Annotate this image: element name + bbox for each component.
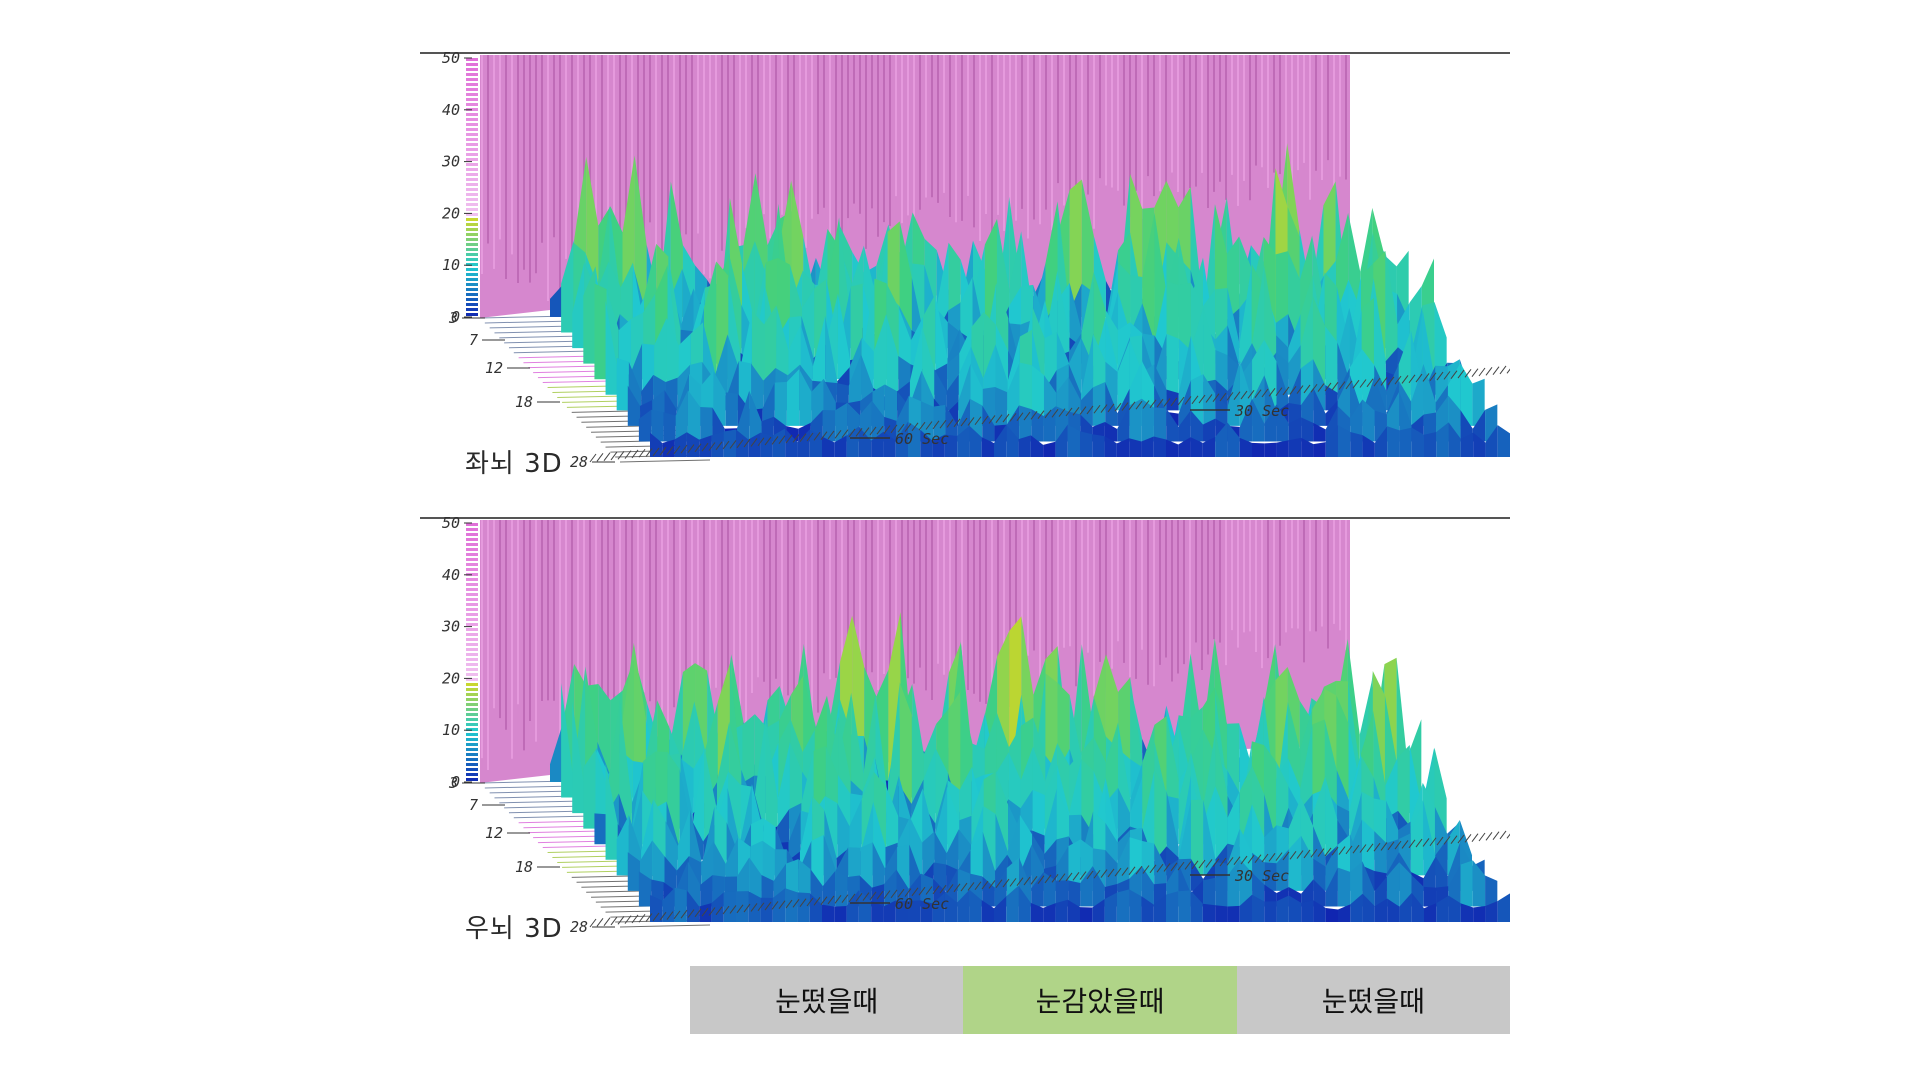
- z-tick-label: 50: [442, 50, 460, 67]
- eye-state-bar: 눈떴을때 눈감았을때 눈떴을때: [690, 966, 1510, 1034]
- freq-tick-label: 12: [485, 359, 503, 377]
- chart-panel-left: 0 10 20 30 40 50 3 7 12 18 28 60 Sec 30 Sec 좌뇌 3D: [420, 50, 1510, 495]
- z-tick-label: 40: [442, 566, 460, 584]
- state-eyes-open-2: 눈떴을때: [1236, 966, 1510, 1034]
- z-tick-label: 0: [451, 773, 460, 791]
- freq-tick-label: 7: [469, 796, 478, 814]
- freq-tick-label: 7: [469, 331, 478, 349]
- time-tick-label: 60 Sec: [895, 895, 949, 913]
- freq-tick-label: 18: [515, 393, 533, 411]
- z-tick-label: 50: [442, 515, 460, 532]
- chart-label-left: 좌뇌 3D: [465, 449, 563, 479]
- z-tick-label: 20: [442, 669, 460, 687]
- time-tick-label: 60 Sec: [895, 430, 949, 448]
- surface-mesh: [550, 143, 1510, 457]
- z-tick-label: 30: [441, 153, 460, 171]
- time-tick-label: 30 Sec: [1234, 402, 1289, 420]
- freq-tick-label: 3: [448, 309, 458, 327]
- z-tick-label: 10: [442, 256, 460, 274]
- freq-tick-label: 3: [448, 774, 458, 792]
- time-tick-label: 30 Sec: [1234, 867, 1289, 885]
- z-color-scale: [466, 523, 478, 781]
- freq-tick-label: 28: [570, 918, 588, 936]
- chart-panel-right: 0 10 20 30 40 50 3 7 12 18 28 60 Sec 30 Sec 우뇌 3D: [420, 515, 1510, 960]
- freq-tick-label: 28: [570, 453, 588, 471]
- time-axis: [589, 830, 1510, 928]
- surface-chart-left: 0 10 20 30 40 50 37 12 18 28 60 Sec 30 Sec: [420, 50, 1510, 471]
- time-axis: [589, 365, 1510, 463]
- state-eyes-closed: 눈감았을때: [963, 966, 1237, 1034]
- surface-chart-right: 0 10 20 30 40 50 37 12 18 28 60 Sec 30 Sec: [420, 515, 1510, 936]
- freq-tick-label: 12: [485, 824, 503, 842]
- z-tick-label: 30: [441, 618, 460, 636]
- surface-mesh: [550, 612, 1510, 922]
- z-tick-label: 0: [451, 308, 460, 326]
- state-eyes-open-1: 눈떴을때: [690, 966, 964, 1034]
- z-tick-label: 10: [442, 721, 460, 739]
- freq-tick-label: 18: [515, 858, 533, 876]
- chart-label-right: 우뇌 3D: [465, 914, 563, 944]
- z-tick-label: 20: [442, 204, 460, 222]
- z-tick-label: 40: [442, 101, 460, 119]
- z-color-scale: [466, 58, 478, 316]
